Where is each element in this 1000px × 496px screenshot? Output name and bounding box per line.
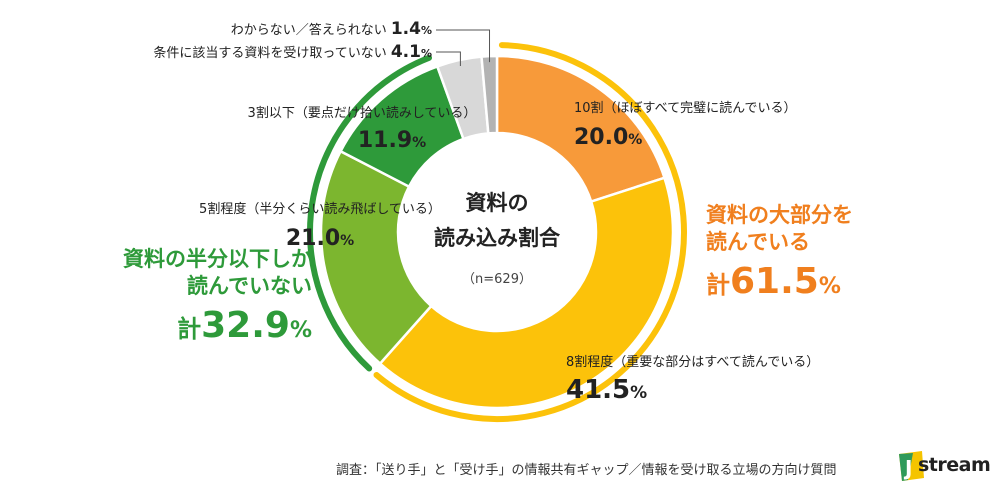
leader-line-6 <box>436 29 491 63</box>
group-half-value: 32.9 <box>201 305 290 346</box>
group-majority-unit: % <box>818 274 841 299</box>
logo-wordmark: stream <box>918 454 991 476</box>
svg-text:J: J <box>903 456 912 480</box>
slice-value-number-5: 4.1 <box>391 42 421 62</box>
group-majority-prefix: 計 <box>706 271 730 299</box>
donut-slices <box>319 54 675 410</box>
group-majority-total: 計61.5% <box>706 262 906 308</box>
group-half-line-1: 資料の半分以下しか <box>123 247 312 271</box>
leader-line-5 <box>436 51 461 66</box>
slice-label-3: 5割程度（半分くらい読み飛ばしている） <box>199 201 441 217</box>
slice-value-unit-4: % <box>412 135 426 151</box>
slice-value-4: 11.9% <box>358 128 426 153</box>
slice-label-text-6: わからない／答えられない <box>231 22 391 38</box>
slice-value-unit-5: % <box>421 47 432 60</box>
group-arcs <box>307 42 687 422</box>
center-label: 資料の 読み込み割合 （n=629） <box>434 191 561 287</box>
jstream-logo: J stream <box>896 448 991 484</box>
slice-value-number-3: 21.0 <box>286 226 340 251</box>
slice-value-number-2: 41.5 <box>566 375 630 405</box>
slice-1 <box>495 54 667 204</box>
group-arc-half-or-less <box>307 54 433 372</box>
center-title-line-2: 読み込み割合 <box>434 226 561 250</box>
center-title-line-1: 資料の <box>466 191 529 215</box>
slice-2 <box>378 176 675 410</box>
slice-label-5: 条件に該当する資料を受け取っていない 4.1% <box>153 42 432 62</box>
slice-value-1: 20.0% <box>574 125 642 150</box>
group-label-half-or-less: 資料の半分以下しか 読んでいない 計32.9% <box>90 246 312 352</box>
group-half-line-2: 読んでいない <box>187 274 312 298</box>
slice-3 <box>319 149 434 366</box>
leader-lines <box>436 29 491 66</box>
slice-label-text-5: 条件に該当する資料を受け取っていない <box>153 45 390 61</box>
group-half-unit: % <box>289 318 312 343</box>
group-half-prefix: 計 <box>177 315 202 343</box>
slice-6 <box>480 54 499 135</box>
slice-label-6: わからない／答えられない 1.4% <box>231 19 432 39</box>
slice-labels: 10割（ほぼすべて完璧に読んでいる） 20.0% 8割程度（重要な部分はすべて読んで… <box>153 19 819 405</box>
group-arc-majority <box>373 42 687 422</box>
logo-mark-icon: J <box>899 451 924 481</box>
slice-label-1: 10割（ほぼすべて完璧に読んでいる） <box>574 100 796 116</box>
slice-value-unit-2: % <box>630 383 647 403</box>
slice-value-unit-1: % <box>628 132 642 148</box>
slice-value-number-6: 1.4 <box>391 19 421 39</box>
group-majority-line-2: 読んでいる <box>706 230 810 254</box>
group-majority-value: 61.5 <box>730 261 819 302</box>
slice-label-2: 8割程度（重要な部分はすべて読んでいる） <box>566 354 819 370</box>
slice-value-unit-6: % <box>421 24 432 37</box>
slice-label-4: 3割以下（要点だけ拾い読みしている） <box>248 105 477 121</box>
slice-value-unit-3: % <box>340 233 354 249</box>
center-sample-size: （n=629） <box>462 272 532 287</box>
slice-value-number-1: 20.0 <box>574 125 628 150</box>
slice-value-3: 21.0% <box>286 226 354 251</box>
group-majority-line-1: 資料の大部分を <box>706 203 853 227</box>
slice-value-number-4: 11.9 <box>358 128 412 153</box>
group-half-total: 計32.9% <box>90 306 312 352</box>
source-note: 調査：「送り手」と「受け手」の情報共有ギャップ／情報を受け取る立場の方向け質問 <box>336 463 837 478</box>
group-label-majority: 資料の大部分を 読んでいる 計61.5% <box>706 202 906 308</box>
slice-value-2: 41.5% <box>566 375 647 405</box>
